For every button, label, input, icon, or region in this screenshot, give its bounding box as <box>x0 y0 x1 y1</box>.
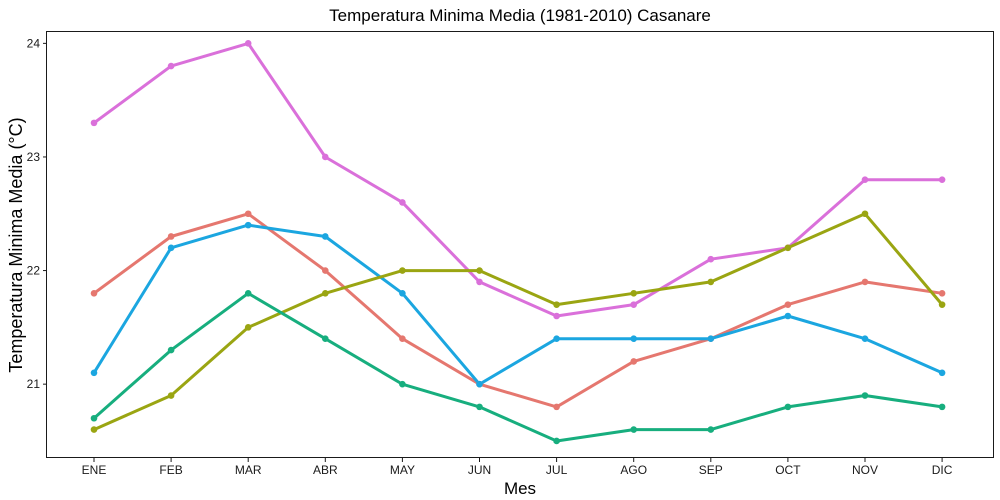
y-tick-label: 21 <box>27 377 41 391</box>
x-tick-label: FEB <box>159 463 182 477</box>
data-point <box>707 335 715 343</box>
data-point <box>784 301 792 308</box>
series-line-5 <box>92 291 944 443</box>
data-point <box>938 369 946 377</box>
y-tick-label: 23 <box>27 150 41 164</box>
data-point <box>322 153 329 161</box>
data-point <box>399 335 406 343</box>
data-point <box>938 289 946 297</box>
data-point <box>399 267 406 274</box>
x-tick-label: ABR <box>313 463 338 477</box>
data-point <box>167 233 175 240</box>
data-point <box>167 62 175 70</box>
data-point <box>707 278 715 286</box>
data-point <box>90 426 98 433</box>
x-tick-label: MAY <box>390 463 415 477</box>
data-point <box>399 380 406 388</box>
data-point <box>244 324 252 331</box>
data-point <box>322 335 329 343</box>
x-axis-ticks: ENE FEB MAR ABR MAY JUN JUL AGO SEP OCT NOV DIC <box>82 458 953 477</box>
data-point <box>861 335 869 343</box>
y-axis-ticks: 21 22 23 24 <box>27 36 47 391</box>
data-point <box>167 346 175 354</box>
data-point <box>630 335 637 343</box>
data-point <box>553 312 560 320</box>
data-point <box>322 233 329 240</box>
data-point <box>90 289 98 297</box>
series-line-2 <box>92 212 944 409</box>
x-tick-label: MAR <box>235 463 262 477</box>
data-point <box>244 221 252 229</box>
data-point <box>553 301 560 308</box>
data-point <box>476 278 483 286</box>
x-tick-label: JUN <box>468 463 491 477</box>
data-point <box>630 358 637 365</box>
x-tick-label: AGO <box>620 463 647 477</box>
y-tick-label: 24 <box>27 36 41 50</box>
data-point <box>244 289 252 297</box>
data-point <box>553 437 560 445</box>
data-point <box>784 403 792 411</box>
data-point <box>167 392 175 399</box>
data-point <box>861 210 869 218</box>
data-point <box>399 199 406 206</box>
data-point <box>476 403 483 411</box>
data-point <box>322 267 329 274</box>
x-tick-label: DIC <box>932 463 953 477</box>
series-points <box>90 40 946 445</box>
plot-panel-border <box>46 31 994 458</box>
data-point <box>90 414 98 422</box>
y-tick-label: 22 <box>27 264 41 278</box>
data-point <box>861 392 869 399</box>
data-point <box>167 244 175 252</box>
series-line-1 <box>92 41 944 318</box>
x-tick-label: SEP <box>699 463 723 477</box>
series-lines <box>92 41 944 443</box>
y-axis-label: Temperatura Minima Media (°C) <box>6 117 26 372</box>
data-point <box>476 380 483 388</box>
data-point <box>90 369 98 377</box>
data-point <box>784 244 792 252</box>
series-line-4 <box>92 212 944 432</box>
data-point <box>322 289 329 297</box>
data-point <box>707 426 715 433</box>
data-point <box>784 312 792 320</box>
x-tick-label: NOV <box>852 463 878 477</box>
data-point <box>630 301 637 308</box>
data-point <box>707 255 715 263</box>
data-point <box>476 267 483 274</box>
x-tick-label: OCT <box>775 463 801 477</box>
x-tick-label: JUL <box>546 463 568 477</box>
data-point <box>938 176 946 183</box>
data-point <box>861 176 869 183</box>
data-point <box>244 40 252 47</box>
series-line-3 <box>92 223 944 386</box>
data-point <box>399 289 406 297</box>
data-point <box>630 426 637 433</box>
data-point <box>244 210 252 218</box>
data-point <box>938 301 946 308</box>
data-point <box>630 289 637 297</box>
data-point <box>553 335 560 343</box>
data-point <box>553 403 560 411</box>
data-point <box>861 278 869 286</box>
x-tick-label: ENE <box>82 463 107 477</box>
data-point <box>938 403 946 411</box>
x-axis-label: Mes <box>504 479 536 498</box>
chart-title: Temperatura Minima Media (1981-2010) Cas… <box>329 6 711 25</box>
data-point <box>90 119 98 127</box>
